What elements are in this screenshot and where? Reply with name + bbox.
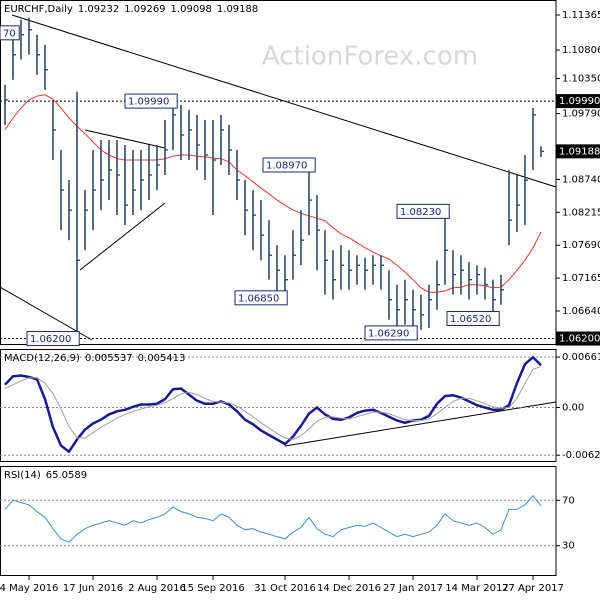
trend-line [79,202,166,271]
y-tick-label: 1.08215 [562,207,600,218]
x-tick-label: 15 Sep 2016 [181,583,244,594]
x-tick-label: 14 Mar 2017 [445,583,508,594]
header-value: 1.09269 [124,4,165,15]
annotation-box [446,311,500,327]
y-tick-label: 1.07690 [562,240,600,251]
panel-frame [0,349,557,462]
y-tick-label: 1.07165 [562,273,600,284]
annotation-label: 1.06520 [450,314,491,325]
panel-header: EURCHF,Daily 1.09232 1.09269 1.09098 1.09188 [4,4,258,15]
x-tick-label: 4 May 2016 [0,583,58,594]
annotation-label: 1.09990 [128,97,169,108]
x-tick-label: 31 Oct 2016 [254,583,316,594]
annotation-box [0,25,20,41]
y-tick-label: 30 [562,541,575,552]
annotation-box [124,93,178,109]
annotation-box [364,325,418,341]
x-tick-label: 27 Apr 2017 [502,583,564,594]
annotation-box [396,203,450,219]
indicator-line [4,494,542,543]
indicator-line [4,365,542,441]
annotation-label: 1.06850 [238,293,279,304]
header-value: 1.09188 [217,4,258,15]
y-tick-label: 0.00 [562,403,584,414]
trend-line [284,401,557,447]
annotation-label: 1.06290 [368,328,409,339]
y-tick-label: 1.10806 [562,45,600,56]
x-tick-label: 17 Jun 2016 [63,583,123,594]
last-price-box [556,144,600,159]
header-value: 0.005413 [138,353,186,364]
header-value: 65.0589 [46,470,87,481]
moving-average [4,94,542,293]
level-label-box [556,94,600,109]
last-price-label: 1.09188 [559,146,600,157]
header-value: 1.09232 [78,4,119,15]
y-tick-label: -0.00626 [562,450,600,461]
y-tick-label: 1.06640 [562,306,600,317]
panel-frame [0,466,557,576]
y-tick-label: 0.006618 [562,352,600,363]
panel-header: MACD(12,26,9) 0.005537 0.005413 [4,353,185,364]
annotation-box [262,157,316,173]
panel-header: RSI(14) 65.0589 [4,470,87,481]
y-tick-label: 1.10350 [562,74,600,85]
trend-line [84,129,166,149]
level-label-box [556,331,600,346]
annotation-label: 1.06200 [30,334,71,345]
panel-frame [0,0,557,345]
y-tick-label: 1.08740 [562,174,600,185]
x-tick-label: 2 Aug 2016 [128,583,186,594]
panel-title: MACD(12,26,9) [4,353,80,364]
indicator-line [4,355,542,454]
header-value: 0.005537 [85,353,133,364]
level-label: 1.06200 [559,334,600,345]
watermark: ActionForex.com [262,42,478,72]
y-tick-label: 1.11365 [562,10,600,21]
y-tick-label: 70 [562,495,575,506]
annotation-label: 1.08970 [266,161,307,172]
panel-title: RSI(14) [4,470,41,481]
annotation-box [234,290,288,306]
annotation-label: 70 [3,28,16,39]
panel-title: EURCHF,Daily [4,4,73,15]
annotation-box [26,331,80,347]
header-value: 1.09098 [171,4,212,15]
annotation-label: 1.08230 [400,207,441,218]
x-tick-label: 14 Dec 2016 [317,583,381,594]
x-tick-label: 27 Jan 2017 [383,583,443,594]
level-label: 1.09990 [559,96,600,107]
y-tick-label: 1.09790 [562,109,600,120]
